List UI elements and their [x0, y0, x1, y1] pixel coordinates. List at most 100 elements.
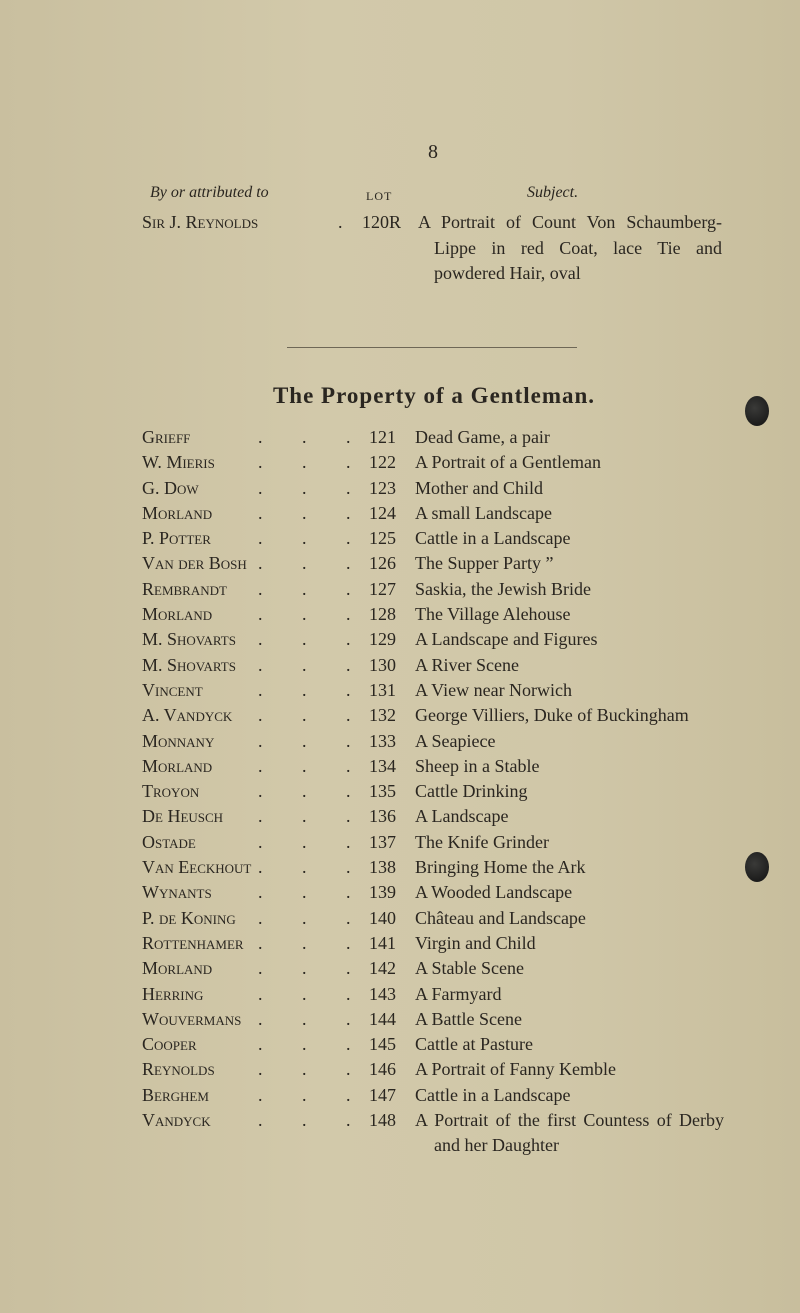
leader-dot: .	[346, 932, 351, 953]
subject-text: The Knife Grinder	[415, 831, 549, 852]
leader-dot: .	[302, 604, 307, 625]
lot-number: 134	[369, 755, 396, 776]
subject-text: Bringing Home the Ark	[415, 857, 586, 878]
leader-dot: .	[302, 806, 307, 827]
artist-name: Herring	[142, 983, 204, 1004]
artist-name: Morland	[142, 604, 213, 625]
artist-name: Wouvermans	[142, 1008, 242, 1029]
section-divider	[287, 347, 577, 348]
leader-dot: .	[346, 1084, 351, 1105]
column-header-lot: LOT	[366, 189, 393, 203]
leader-dot: .	[302, 1034, 307, 1055]
leader-dot: .	[346, 983, 351, 1004]
lot-number: 146	[369, 1059, 396, 1080]
lot-entry: M. Shovarts... 130 A River Scene	[0, 653, 800, 678]
leader-dot: .	[258, 705, 263, 726]
lot-number: 138	[369, 857, 396, 878]
leader-dot: .	[258, 427, 263, 447]
leader-dot: .	[258, 831, 263, 852]
lot-entry: Berghem... 147 Cattle in a Landscape	[0, 1083, 800, 1108]
lot-entry: Grieff... 121 Dead Game, a pair	[0, 425, 800, 450]
leader-dot: .	[346, 578, 351, 599]
subject-text: A Portrait of the first Countess of Derb…	[415, 1110, 724, 1156]
lot-number: 120R	[362, 212, 402, 232]
lot-number: 128	[369, 604, 396, 625]
leader-dot: .	[346, 1008, 351, 1029]
leader-dot: .	[346, 958, 351, 979]
leader-dot: .	[346, 553, 351, 574]
subject-text: The Village Alehouse	[415, 604, 571, 625]
subject-text: A small Landscape	[415, 502, 552, 523]
leader-dot: .	[346, 452, 351, 473]
artist-name: Reynolds	[142, 1059, 215, 1080]
leader-dot: .	[346, 831, 351, 852]
leader-dot: .	[302, 629, 307, 650]
leader-dot: .	[302, 958, 307, 979]
leader-dot: .	[346, 654, 351, 675]
subject-text: Cattle at Pasture	[415, 1034, 533, 1055]
lot-number: 148	[369, 1110, 396, 1131]
leader-dot: .	[258, 1084, 263, 1105]
leader-dot: .	[258, 1008, 263, 1029]
leader-dot: .	[346, 882, 351, 903]
lot-number: 124	[369, 502, 396, 523]
lot-entry: P. de Koning... 140 Château and Landscape	[0, 906, 800, 931]
artist-name: W. Mieris	[142, 452, 215, 473]
lot-entry: Morland... 142 A Stable Scene	[0, 956, 800, 981]
leader-dot: .	[258, 932, 263, 953]
leader-dot: .	[258, 502, 263, 523]
artist-name: Grieff	[142, 427, 191, 447]
leader-dot: .	[346, 705, 351, 726]
leader-dot: .	[346, 477, 351, 498]
subject-text: A Landscape and Figures	[415, 629, 598, 650]
leader-dot: .	[302, 578, 307, 599]
leader-dot: .	[258, 958, 263, 979]
lot-entry: Van Eeckhout... 138 Bringing Home the Ark	[0, 855, 800, 880]
subject-text: A Wooded Landscape	[415, 882, 573, 903]
lot-entry: De Heusch... 136 A Landscape	[0, 804, 800, 829]
leader-dot: .	[302, 932, 307, 953]
binding-hole	[745, 852, 769, 882]
lot-number: 141	[369, 932, 396, 953]
subject-text: Cattle Drinking	[415, 781, 528, 802]
leader-dot: .	[302, 452, 307, 473]
lot-number: 142	[369, 958, 396, 979]
artist-name: A. Vandyck	[142, 705, 233, 726]
lot-number: 127	[369, 578, 396, 599]
leader-dot: .	[258, 983, 263, 1004]
subject-text: George Villiers, Duke of Buckingham	[415, 705, 689, 726]
leader-dot: .	[346, 502, 351, 523]
leader-dot: .	[258, 553, 263, 574]
leader-dot: .	[258, 1059, 263, 1080]
lot-entry: Vincent... 131 A View near Norwich	[0, 678, 800, 703]
leader-dot: .	[302, 1008, 307, 1029]
leader-dot: .	[302, 502, 307, 523]
artist-name: Ostade	[142, 831, 196, 852]
lot-number: 125	[369, 528, 396, 549]
lot-number: 122	[369, 452, 396, 473]
leader-dot: .	[258, 477, 263, 498]
lot-number: 130	[369, 654, 396, 675]
lot-number: 147	[369, 1084, 396, 1105]
artist-name: P. de Koning	[142, 907, 236, 928]
artist-name: P. Potter	[142, 528, 211, 549]
leader-dot: .	[346, 1034, 351, 1055]
artist-name: Sir J. Reynolds	[142, 212, 259, 232]
leader-dot: .	[346, 604, 351, 625]
leader-dot: .	[302, 831, 307, 852]
leader-dot: .	[258, 857, 263, 878]
lot-number: 132	[369, 705, 396, 726]
lot-list: Grieff... 121 Dead Game, a pair W. Mieris..…	[0, 425, 800, 1159]
artist-name: Morland	[142, 958, 213, 979]
lot-entry: Cooper... 145 Cattle at Pasture	[0, 1032, 800, 1057]
artist-name: Monnany	[142, 730, 215, 751]
leader-dot: .	[302, 857, 307, 878]
lot-entry: M. Shovarts... 129 A Landscape and Figures	[0, 627, 800, 652]
leader-dot: .	[302, 427, 307, 447]
column-header-subject: Subject.	[527, 184, 579, 201]
leader-dot: .	[258, 781, 263, 802]
leader-dot: .	[258, 806, 263, 827]
leader-dot: .	[258, 907, 263, 928]
lot-entry: Monnany... 133 A Seapiece	[0, 729, 800, 754]
